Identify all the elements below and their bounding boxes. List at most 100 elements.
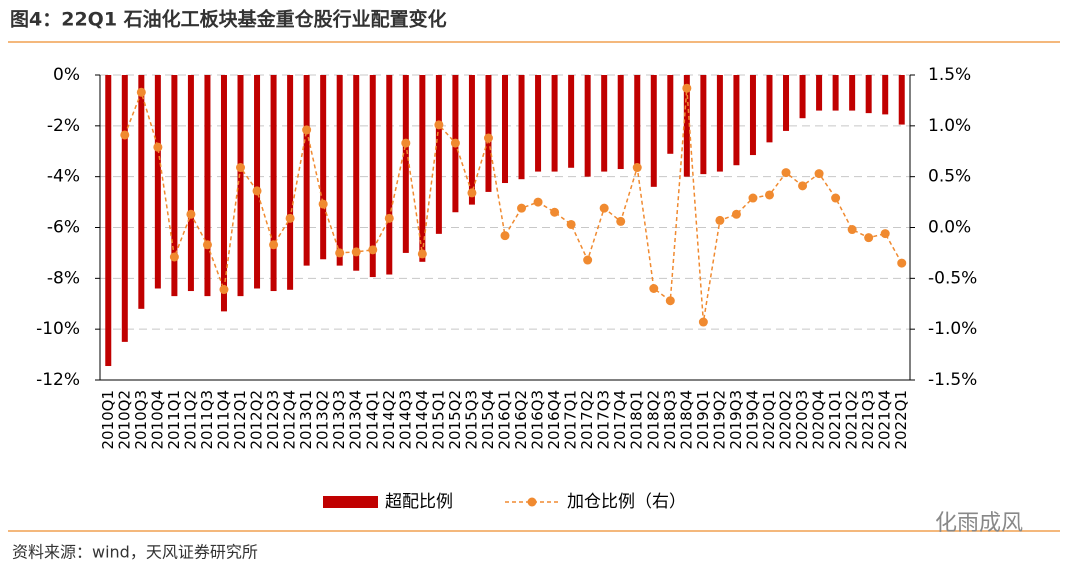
bar — [468, 75, 475, 205]
x-tick-label: 2020Q3 — [793, 390, 811, 450]
line-marker — [153, 142, 163, 152]
x-tick-label: 2016Q1 — [496, 390, 514, 450]
bar — [270, 75, 277, 292]
x-tick-label: 2017Q2 — [578, 390, 596, 450]
x-tick-label: 2015Q1 — [429, 390, 447, 450]
bar — [882, 75, 889, 115]
y-tick-label: -10% — [36, 319, 80, 339]
line-marker — [450, 138, 460, 148]
x-tick-label: 2015Q2 — [446, 390, 464, 450]
x-tick-label: 2018Q3 — [661, 390, 679, 450]
bar — [650, 75, 657, 187]
bar — [601, 75, 608, 172]
line-marker — [781, 168, 791, 178]
line-marker — [169, 252, 179, 262]
x-tick-label: 2017Q3 — [595, 390, 613, 450]
line-marker — [715, 215, 725, 225]
y-tick-label: -2% — [47, 116, 80, 136]
x-tick-label: 2012Q4 — [281, 390, 299, 450]
x-tick-label: 2016Q4 — [545, 390, 563, 450]
y2-tick-label: 0.0% — [928, 218, 971, 238]
line-marker — [831, 193, 841, 203]
bar — [121, 75, 128, 342]
legend-label: 加仓比例（右） — [567, 492, 686, 512]
y2-tick-label: -0.5% — [928, 268, 977, 288]
x-tick-label: 2019Q2 — [710, 390, 728, 450]
line-marker — [302, 125, 312, 135]
x-tick-label: 2017Q4 — [611, 390, 629, 450]
x-tick-label: 2013Q4 — [347, 390, 365, 450]
bar — [568, 75, 575, 168]
x-tick-label: 2010Q2 — [115, 390, 133, 450]
x-tick-label: 2020Q1 — [760, 390, 778, 450]
legend-swatch — [323, 496, 378, 508]
line-marker — [897, 258, 907, 268]
bar — [683, 75, 690, 177]
bar — [799, 75, 806, 119]
bar — [700, 75, 707, 175]
line-marker — [417, 249, 427, 259]
line-marker — [814, 169, 824, 179]
bar — [816, 75, 823, 111]
y2-tick-label: 0.5% — [928, 167, 971, 187]
line-marker — [384, 213, 394, 223]
bar — [369, 75, 376, 278]
line-marker — [550, 207, 560, 217]
line-marker — [731, 209, 741, 219]
bar — [535, 75, 542, 172]
x-tick-label: 2012Q1 — [231, 390, 249, 450]
line-marker — [335, 248, 345, 258]
x-tick-label: 2011Q4 — [214, 390, 232, 450]
bar — [287, 75, 294, 290]
line-marker — [748, 193, 758, 203]
line-marker — [368, 245, 378, 255]
x-tick-label: 2021Q3 — [859, 390, 877, 450]
x-tick-label: 2010Q4 — [148, 390, 166, 450]
bar — [435, 75, 442, 234]
line-marker — [120, 130, 130, 140]
x-tick-label: 2011Q3 — [198, 390, 216, 450]
x-tick-label: 2012Q3 — [264, 390, 282, 450]
line-marker — [682, 83, 692, 93]
y2-tick-label: 1.5% — [928, 65, 971, 85]
bar — [220, 75, 227, 312]
bar — [716, 75, 723, 172]
bar — [386, 75, 393, 275]
line-marker — [269, 240, 279, 250]
bar — [898, 75, 905, 125]
bar — [204, 75, 211, 297]
x-tick-label: 2015Q3 — [462, 390, 480, 450]
y-tick-label: -6% — [47, 218, 80, 238]
line-marker — [632, 163, 642, 173]
bar — [617, 75, 624, 170]
x-tick-label: 2016Q3 — [529, 390, 547, 450]
x-tick-label: 2014Q4 — [413, 390, 431, 450]
y2-tick-label: -1.5% — [928, 370, 977, 390]
bar — [502, 75, 508, 184]
x-tick-label: 2021Q4 — [876, 390, 894, 450]
line-marker — [599, 203, 609, 213]
y-tick-label: 0% — [53, 65, 80, 85]
bar — [138, 75, 145, 309]
chart-title: 图4：22Q1 石油化工板块基金重仓股行业配置变化 — [10, 8, 447, 31]
line-marker — [798, 181, 808, 191]
line-marker — [401, 138, 411, 148]
x-tick-label: 2012Q2 — [248, 390, 266, 450]
bar — [865, 75, 872, 114]
line-marker — [434, 120, 444, 130]
y-tick-label: -4% — [47, 167, 80, 187]
line-marker — [351, 247, 361, 257]
bar — [849, 75, 856, 111]
x-tick-label: 2013Q3 — [330, 390, 348, 450]
bar — [353, 75, 360, 271]
line — [124, 88, 903, 323]
line-marker — [517, 203, 527, 213]
x-tick-label: 2015Q4 — [479, 390, 497, 450]
bar — [584, 75, 591, 177]
line-marker — [764, 190, 774, 200]
x-tick-label: 2018Q1 — [628, 390, 646, 450]
bar — [766, 75, 773, 143]
line-marker — [467, 188, 477, 198]
bar — [749, 75, 756, 156]
bar — [187, 75, 194, 292]
